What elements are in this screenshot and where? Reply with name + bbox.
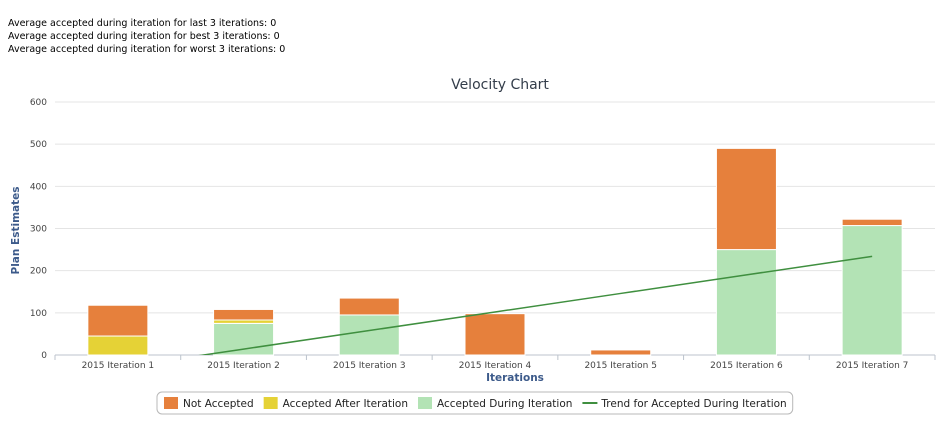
bar-not-accepted — [213, 308, 275, 321]
x-tick-label: 2015 Iteration 4 — [459, 361, 532, 371]
x-tick-label: 2015 Iteration 2 — [207, 361, 280, 371]
y-axis-title: Plan Estimates — [10, 187, 22, 275]
bar-accepted-during-iteration — [715, 249, 777, 356]
y-tick-label: 200 — [30, 267, 47, 277]
stat-last-3: Average accepted during iteration for la… — [8, 18, 277, 29]
bar-not-accepted — [590, 349, 652, 356]
y-tick-label: 600 — [30, 98, 47, 108]
x-tick-label: 2015 Iteration 5 — [584, 361, 657, 371]
y-tick-label: 0 — [41, 351, 47, 361]
legend-label-trend-for-accepted-during-iteration: Trend for Accepted During Iteration — [600, 398, 786, 410]
bar-not-accepted — [338, 297, 400, 316]
y-tick-label: 500 — [30, 140, 47, 150]
y-tick-label: 300 — [30, 225, 47, 235]
x-axis: 2015 Iteration 1 2015 Iteration 2 2015 Ite… — [54, 355, 936, 371]
bar-accepted-during-iteration — [841, 225, 903, 356]
bars — [87, 147, 903, 356]
stat-best-3: Average accepted during iteration for be… — [8, 31, 280, 42]
bar-accepted-after-iteration — [87, 335, 149, 356]
bar-accepted-after-iteration — [213, 319, 275, 324]
legend: Not Accepted Accepted After Iteration Acce… — [156, 391, 794, 415]
legend-label-accepted-during-iteration: Accepted During Iteration — [437, 398, 572, 410]
trend-line — [198, 255, 873, 355]
x-axis-title: Iterations — [486, 372, 544, 384]
bar-accepted-during-iteration — [213, 322, 275, 356]
legend-box — [156, 391, 794, 415]
bar-not-accepted — [464, 313, 526, 356]
legend-swatch-accepted-during-iteration — [418, 397, 432, 409]
stat-worst-3: Average accepted during iteration for wo… — [8, 44, 286, 55]
bar-not-accepted — [87, 304, 149, 337]
x-tick-label: 2015 Iteration 6 — [710, 361, 783, 371]
x-tick-label: 2015 Iteration 1 — [82, 361, 155, 371]
summary-stats: Average accepted during iteration for la… — [8, 17, 285, 56]
legend-swatch-accepted-after-iteration — [263, 397, 278, 409]
bar-not-accepted — [841, 218, 903, 227]
y-axis-ticks: 0 100 200 300 400 500 600 — [30, 98, 47, 361]
legend-label-accepted-after-iteration: Accepted After Iteration — [283, 398, 408, 410]
x-tick-label: 2015 Iteration 7 — [836, 361, 909, 371]
y-tick-label: 400 — [30, 182, 47, 192]
bar-not-accepted — [715, 147, 777, 251]
chart-title: Velocity Chart — [451, 77, 549, 93]
x-tick-label: 2015 Iteration 3 — [333, 361, 406, 371]
y-tick-label: 100 — [30, 309, 47, 319]
legend-label-not-accepted: Not Accepted — [183, 398, 254, 410]
bar-accepted-during-iteration — [338, 314, 400, 356]
trend-layer — [198, 255, 873, 355]
legend-swatch-not-accepted — [164, 397, 178, 409]
